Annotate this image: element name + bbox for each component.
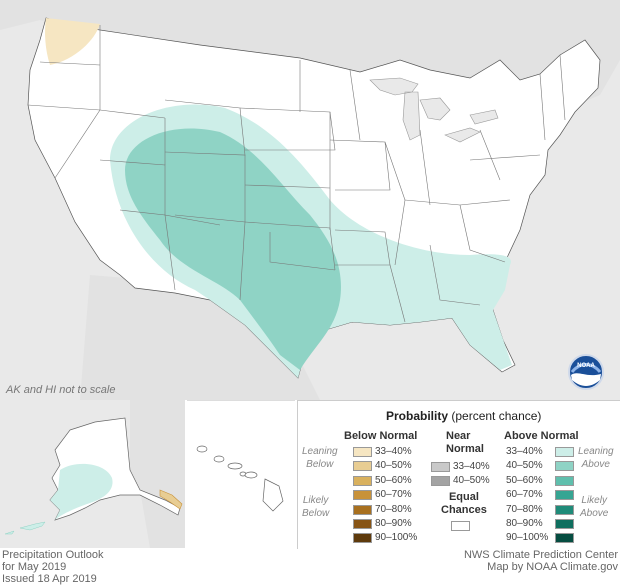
conus-map: NOAA: [0, 0, 620, 400]
above-range-label-2: 50–60%: [506, 474, 543, 486]
below-swatch-2: [353, 475, 372, 486]
leaning-above-label: Leaning Above: [578, 446, 614, 470]
below-range-label-5: 80–90%: [375, 518, 412, 529]
alaska-above-leaning: [50, 463, 113, 520]
alaska-above-islands: [4, 521, 46, 535]
above-range-label-5: 80–90%: [506, 518, 543, 529]
noaa-logo: NOAA: [568, 354, 604, 390]
below-swatch-4: [353, 504, 372, 515]
below-range-label-6: 90–100%: [375, 532, 418, 544]
credit-caption-line-2: Map by NOAA Climate.gov: [487, 561, 618, 573]
below-swatch-0: [353, 447, 372, 457]
likely-above-label: Likely Above: [580, 495, 609, 519]
hawaii-inset: [187, 400, 295, 549]
above-range-label-4: 70–80%: [506, 503, 543, 515]
outlook-caption-line-1: Precipitation Outlook: [2, 549, 104, 561]
scale-note: AK and HI not to scale: [6, 384, 116, 396]
leaning-below-label: Leaning Below: [302, 446, 338, 470]
above-range-label-3: 60–70%: [506, 489, 543, 501]
near-range-label-1: 40–50%: [453, 475, 490, 487]
above-swatch-6: [555, 533, 574, 544]
above-likely-region: [125, 128, 341, 370]
state-boundaries: [27, 25, 566, 323]
below-range-label-4: 70–80%: [375, 503, 412, 515]
credit-caption-line-1: NWS Climate Prediction Center: [463, 549, 618, 561]
above-swatch-3: [555, 490, 574, 501]
canada-land-ak: [130, 400, 185, 548]
above-swatch-2: [555, 475, 574, 486]
equal-chances-swatch: [451, 521, 470, 531]
legend-title-sub: (percent chance): [451, 409, 542, 423]
below-range-label-1: 40–50%: [375, 460, 412, 472]
equal-chances-header: Equal Chances: [441, 491, 487, 516]
legend-title: Probability (percent chance): [386, 409, 541, 423]
below-range-label-2: 50–60%: [375, 474, 412, 486]
below-swatch-3: [353, 490, 372, 501]
above-swatch-5: [555, 519, 574, 529]
near-range-label-0: 33–40%: [453, 461, 490, 472]
near-normal-header: Near Normal: [446, 430, 484, 455]
hawaii-islands: [196, 445, 284, 512]
great-lakes: [369, 77, 499, 143]
outlook-caption-line-2: for May 2019: [2, 561, 67, 573]
alaska-below-leaning: [159, 489, 183, 510]
outlook-caption-line-3: Issued 18 Apr 2019: [2, 573, 97, 585]
below-swatch-5: [353, 519, 372, 529]
above-range-label-0: 33–40%: [506, 446, 543, 457]
above-swatch-4: [555, 504, 574, 515]
below-range-label-0: 33–40%: [375, 446, 412, 457]
below-leaning-region: [45, 18, 100, 65]
above-normal-header: Above Normal: [504, 430, 579, 442]
conus-map-svg: NOAA: [27, 17, 604, 400]
above-range-label-1: 40–50%: [506, 460, 543, 472]
outlook-caption: Precipitation Outlook for May 2019 Issue…: [2, 549, 104, 585]
legend-panel: Probability (percent chance) Below Norma…: [297, 400, 620, 549]
above-swatch-0: [555, 447, 574, 457]
noaa-logo-text: NOAA: [577, 363, 595, 369]
near-swatch-1: [431, 476, 450, 487]
above-range-label-6: 90–100%: [506, 532, 549, 544]
near-swatch-0: [431, 462, 450, 472]
mexico-land: [80, 275, 320, 400]
below-swatch-1: [353, 461, 372, 472]
above-swatch-1: [555, 461, 574, 472]
hawaii-inset-svg: [196, 445, 284, 512]
alaska-inset-svg: [4, 400, 185, 548]
credit-caption: NWS Climate Prediction Center Map by NOA…: [464, 549, 618, 573]
likely-below-label: Likely Below: [302, 495, 330, 519]
alaska-inset: [0, 400, 185, 548]
below-swatch-6: [353, 533, 372, 544]
below-range-label-3: 60–70%: [375, 489, 412, 501]
below-normal-header: Below Normal: [344, 430, 418, 442]
legend-title-main: Probability: [386, 409, 449, 423]
